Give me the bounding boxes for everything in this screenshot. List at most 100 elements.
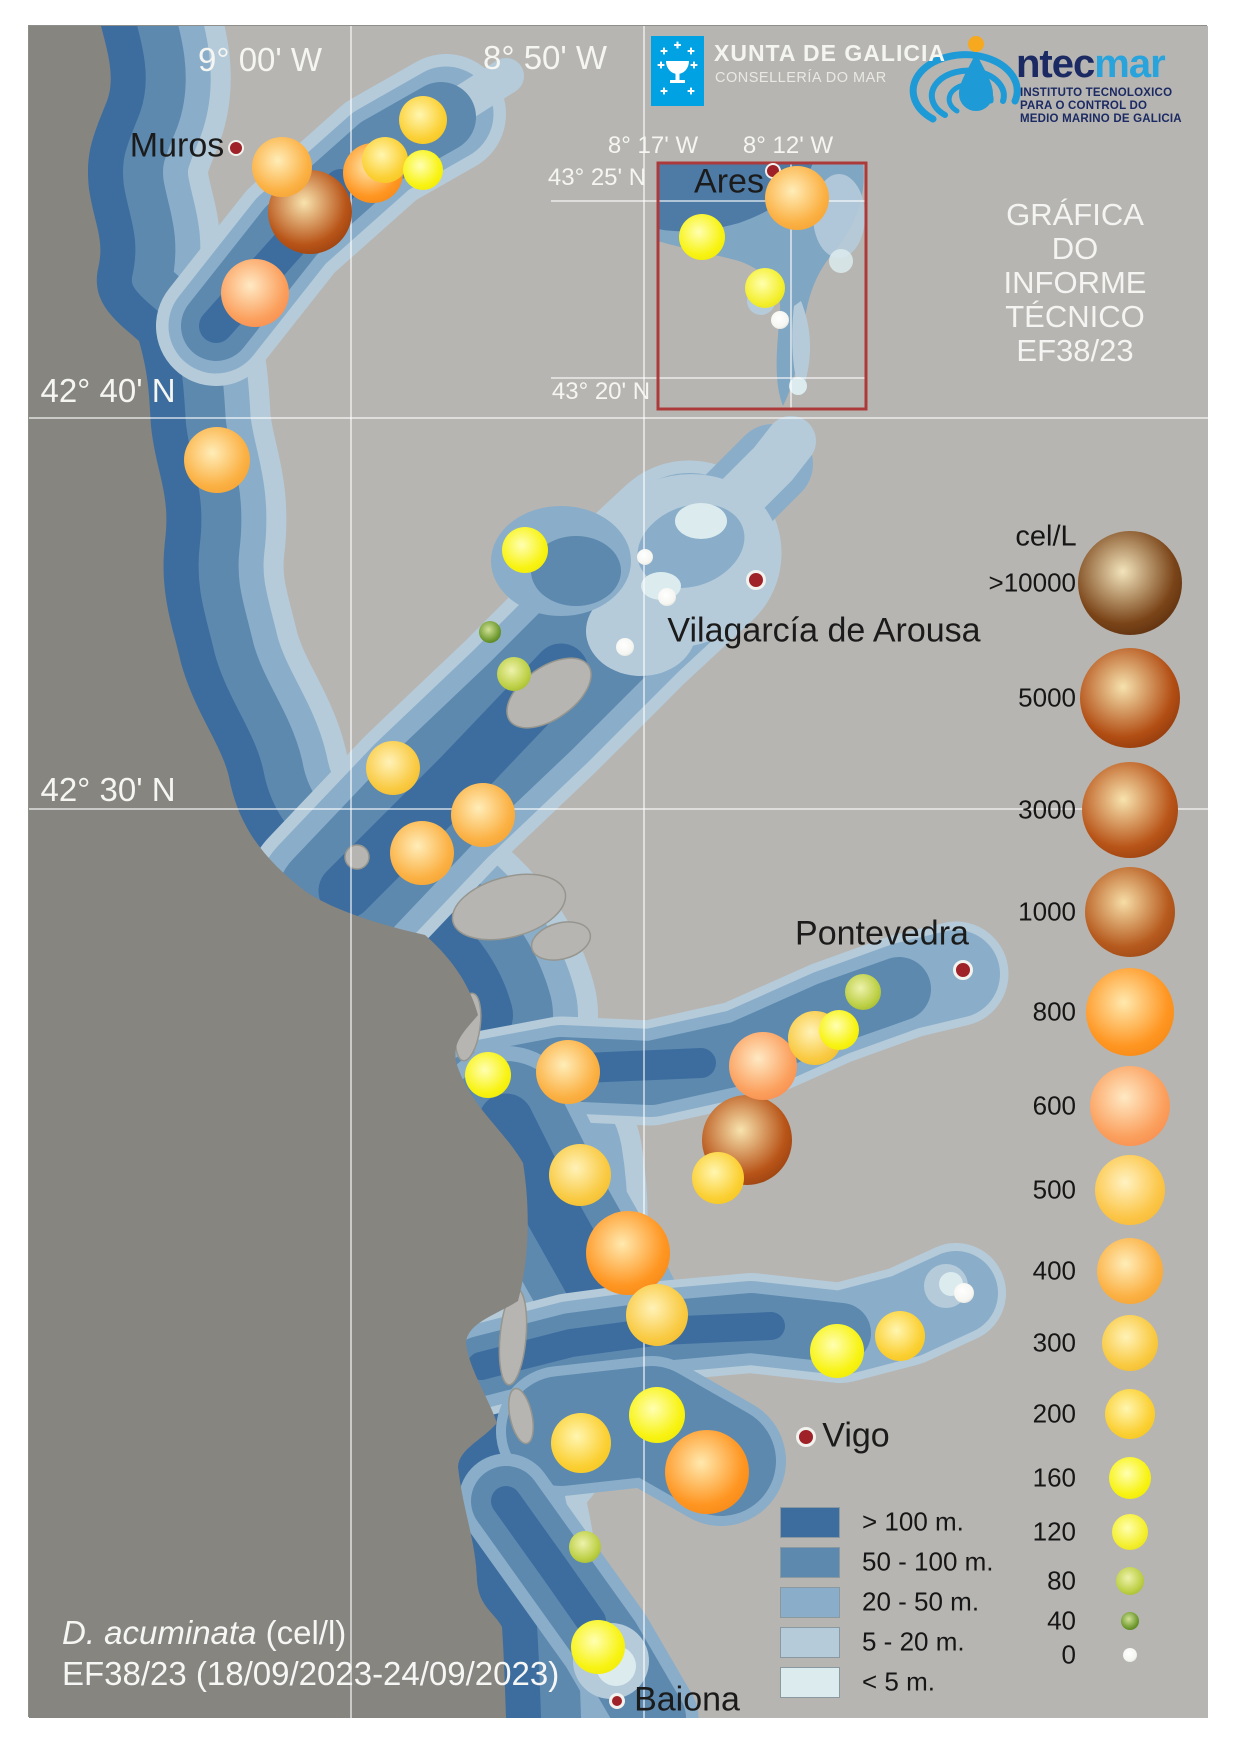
data-bubble-120	[745, 268, 785, 308]
legend-sphere-40	[1121, 1612, 1139, 1630]
caption-line1: D. acuminata (cel/l)	[62, 1612, 559, 1653]
city-dot-pontevedra	[953, 960, 973, 980]
legend-value-label: 800	[1032, 996, 1076, 1027]
graticule-label: 42° 40' N	[40, 372, 176, 409]
data-bubble-80	[845, 974, 881, 1010]
deep-ocean	[29, 26, 528, 1718]
depth-swatch	[780, 1507, 840, 1538]
legend-value-label: 160	[1032, 1462, 1076, 1493]
intecmar-logo-icon	[909, 36, 1021, 123]
report-title: GRÁFICA DO INFORME TÉCNICO EF38/23	[993, 198, 1158, 368]
xunta-subtitle: CONSELLERÍA DO MAR	[715, 70, 887, 86]
data-bubble-800	[665, 1430, 749, 1514]
data-bubble-300	[549, 1144, 611, 1206]
city-dot-vigo	[796, 1427, 816, 1447]
city-dot-baiona	[609, 1693, 625, 1709]
data-bubble-160	[810, 1324, 864, 1378]
data-bubble-600	[221, 259, 289, 327]
data-bubble-400	[451, 783, 515, 847]
data-bubble-200	[362, 137, 408, 183]
legend-sphere-5000	[1080, 648, 1180, 748]
city-dot-vilagarc-a-de-arousa	[746, 570, 766, 590]
intecmar-slogan-line1: INSTITUTO TECNOLOXICO	[1020, 87, 1173, 99]
data-bubble-200	[399, 96, 447, 144]
legend-sphere-1000	[1085, 867, 1175, 957]
city-label-baiona: Baiona	[634, 1680, 740, 1719]
legend-value-label: 200	[1032, 1398, 1076, 1429]
data-bubble-160	[679, 214, 725, 260]
legend-value-label: 5000	[1018, 682, 1076, 713]
data-bubble-160	[629, 1387, 685, 1443]
report-title-line2: INFORME TÉCNICO	[1003, 265, 1147, 334]
legend-value-label: 0	[1061, 1639, 1076, 1670]
data-bubble-160	[502, 527, 548, 573]
legend-value-label: 500	[1032, 1174, 1076, 1205]
depth-label: 5 - 20 m.	[862, 1626, 965, 1657]
city-label-ares: Ares	[694, 162, 764, 201]
graticule-label: 9° 00' W	[197, 41, 323, 78]
city-label-muros: Muros	[129, 126, 225, 165]
data-bubble-300	[366, 741, 420, 795]
data-bubble-200	[692, 1152, 744, 1204]
depth-label: > 100 m.	[862, 1506, 964, 1537]
data-bubble-400	[536, 1040, 600, 1104]
depth-swatch	[780, 1587, 840, 1618]
depth-swatch	[780, 1627, 840, 1658]
legend-sphere-400	[1097, 1238, 1163, 1304]
legend-value-label: >10000	[988, 567, 1076, 598]
data-bubble-400	[252, 137, 312, 197]
legend-value-label: 1000	[1018, 896, 1076, 927]
legend-sphere-600	[1090, 1066, 1170, 1146]
city-label-vilagarc-a-de-arousa: Vilagarcía de Arousa	[667, 611, 981, 650]
data-bubble-400	[184, 427, 250, 493]
city-label-vigo: Vigo	[822, 1416, 890, 1455]
legend-sphere-80	[1116, 1567, 1144, 1595]
graticule-label: 8° 50' W	[482, 39, 608, 76]
graticule-label: 8° 12' W	[742, 132, 834, 159]
legend-sphere-200	[1105, 1389, 1155, 1439]
city-label-pontevedra: Pontevedra	[795, 914, 969, 953]
legend-sphere-120	[1112, 1514, 1148, 1550]
legend-sphere-500	[1095, 1155, 1165, 1225]
legend-sphere-3000	[1082, 762, 1178, 858]
intecmar-slogan-line2: PARA O CONTROL DO	[1020, 100, 1148, 112]
xunta-logo	[651, 36, 704, 106]
data-bubble-600	[729, 1032, 797, 1100]
depth-label: 50 - 100 m.	[862, 1546, 994, 1577]
data-bubble-160	[465, 1052, 511, 1098]
data-bubble-80	[569, 1531, 601, 1563]
species-name: D. acuminata	[62, 1614, 257, 1651]
intecmar-wordmark: ntecmar	[1016, 44, 1166, 84]
graticule-label: 43° 20' N	[551, 378, 651, 405]
data-bubble-40	[479, 621, 501, 643]
legend-value-label: 120	[1032, 1516, 1076, 1547]
data-bubble-80	[497, 657, 531, 691]
data-bubble-0	[616, 638, 634, 656]
legend-sphere-800	[1086, 968, 1174, 1056]
intecmar-slogan: INSTITUTO TECNOLOXICO PARA O CONTROL DO …	[1020, 87, 1182, 126]
data-bubble-160	[403, 150, 443, 190]
legend-value-label: 400	[1032, 1255, 1076, 1286]
inset-frame	[656, 161, 868, 411]
data-bubble-200	[875, 1311, 925, 1361]
depth-swatch	[780, 1547, 840, 1578]
depth-label: 20 - 50 m.	[862, 1586, 980, 1617]
depth-label: < 5 m.	[862, 1666, 935, 1697]
islands	[344, 657, 592, 1445]
map-caption: D. acuminata (cel/l) EF38/23 (18/09/2023…	[62, 1612, 559, 1694]
intecmar-slogan-line3: MEDIO MARINO DE GALICIA	[1020, 113, 1182, 125]
legend-value-label: 80	[1047, 1565, 1076, 1596]
legend-sphere-300	[1102, 1315, 1158, 1371]
caption-unit: (cel/l)	[265, 1614, 347, 1651]
graticule-label: 43° 25' N	[547, 164, 647, 191]
caption-line2: EF38/23 (18/09/2023-24/09/2023)	[62, 1655, 560, 1692]
data-bubble-0	[771, 311, 789, 329]
data-bubble-800	[586, 1211, 670, 1295]
data-bubble-0	[954, 1283, 974, 1303]
legend-sphere-160	[1109, 1457, 1151, 1499]
legend-sphere-0	[1123, 1648, 1137, 1662]
depth-swatch	[780, 1667, 840, 1698]
report-title-line3: EF38/23	[1016, 333, 1134, 368]
xunta-title: XUNTA DE GALICIA	[714, 40, 946, 66]
data-bubble-0	[658, 588, 676, 606]
